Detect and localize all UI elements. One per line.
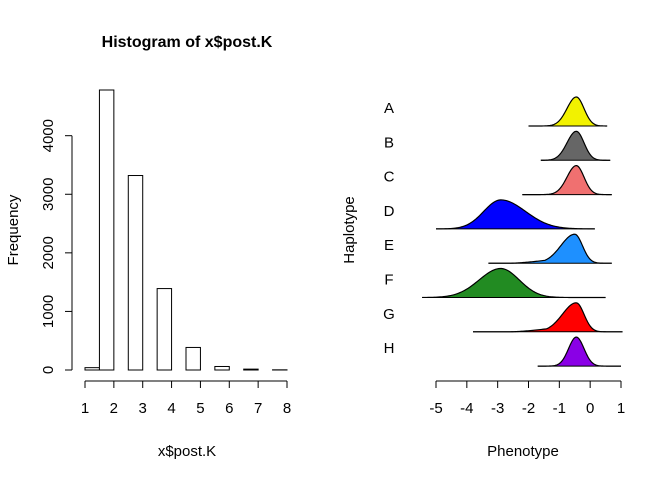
x-tick-label: -5 (429, 400, 442, 417)
density-fill (473, 302, 623, 332)
y-tick-label: 1000 (40, 295, 57, 328)
histogram-bar (156, 288, 173, 371)
histogram-bars (84, 89, 288, 371)
histogram-panel: Histogram of x$post.K x$post.K Frequency… (5, 34, 291, 460)
y-tick-label: 3000 (40, 178, 57, 211)
haplotype-label: C (384, 169, 395, 186)
haplotype-labels: AB CDE FGH (383, 100, 395, 357)
x-tick-label: 8 (283, 400, 291, 417)
histogram-title: Histogram of x$post.K (102, 34, 273, 51)
x-tick-label: -3 (491, 400, 504, 417)
density-x-axis: -5 -4 -3 -2 -1 0 1 (429, 380, 625, 417)
density-fill (540, 131, 611, 161)
density-curves (422, 96, 623, 367)
density-line (435, 199, 595, 230)
density-panel: Phenotype Haplotype AB CDE FGH -5 -4 -3 -2 -1 0… (341, 96, 625, 460)
density-fill (528, 97, 608, 126)
density-x-label: Phenotype (487, 443, 559, 460)
histogram-bar (243, 368, 259, 371)
x-tick-label: 0 (586, 400, 594, 417)
histogram-bar (185, 346, 201, 371)
x-tick-label: -1 (553, 400, 566, 417)
density-fill (522, 165, 612, 195)
haplotype-label: B (384, 134, 394, 151)
x-tick-label: 1 (81, 400, 89, 417)
histogram-bar (214, 365, 230, 371)
haplotype-label: G (383, 306, 395, 323)
y-tick-label: 2000 (40, 236, 57, 269)
histogram-y-label: Frequency (5, 194, 22, 265)
haplotype-label: F (384, 272, 393, 289)
y-tick-label: 0 (40, 366, 57, 374)
density-fill (537, 337, 621, 367)
histogram-bar (84, 367, 100, 371)
y-tick-label: 4000 (40, 119, 57, 152)
histogram-bar (127, 175, 144, 371)
haplotype-label: A (384, 100, 394, 117)
x-tick-label: 6 (225, 400, 233, 417)
x-tick-label: -4 (460, 400, 473, 417)
density-fill (436, 199, 595, 229)
density-y-label: Haplotype (341, 196, 358, 264)
haplotype-label: E (384, 237, 394, 254)
density-line (473, 302, 623, 333)
haplotype-label: H (384, 340, 395, 357)
density-fill (422, 268, 606, 298)
histogram-y-axis: 0 1000 2000 3000 4000 (40, 119, 73, 374)
haplotype-label: D (384, 203, 395, 220)
x-tick-label: 2 (110, 400, 118, 417)
x-tick-label: 7 (254, 400, 262, 417)
histogram-x-label: x$post.K (158, 443, 216, 460)
x-tick-label: 3 (139, 400, 147, 417)
x-tick-label: 5 (196, 400, 204, 417)
histogram-bar (98, 89, 115, 371)
density-fill (488, 234, 612, 264)
x-tick-label: -2 (522, 400, 535, 417)
histogram-x-axis: 1 2 3 4 5 6 7 8 (81, 380, 291, 417)
x-tick-label: 4 (167, 400, 175, 417)
x-tick-label: 1 (617, 400, 625, 417)
